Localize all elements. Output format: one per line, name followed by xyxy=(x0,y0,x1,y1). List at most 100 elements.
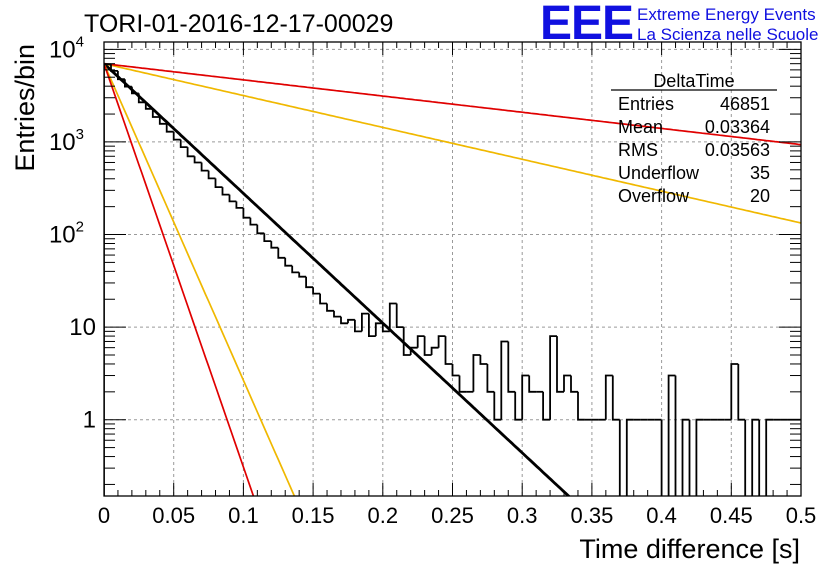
histogram-bin xyxy=(500,340,509,420)
histogram-bin xyxy=(165,123,174,133)
histogram-bin xyxy=(423,336,432,356)
y-tick-label: 103 xyxy=(49,126,84,156)
x-tick-label: 0.1 xyxy=(228,503,259,528)
histogram-bin xyxy=(347,318,355,324)
histogram-bin xyxy=(430,346,439,355)
y-tick-label: 104 xyxy=(49,33,84,63)
histogram-bin xyxy=(758,419,761,496)
histogram-bin xyxy=(193,156,202,164)
histogram-bin xyxy=(611,375,620,421)
histogram-bin xyxy=(549,335,557,420)
histogram-bin xyxy=(395,303,404,328)
histogram-bin xyxy=(110,64,118,72)
curves xyxy=(104,62,801,496)
x-axis-title: Time difference [s] xyxy=(579,534,800,564)
histogram-bin xyxy=(542,391,551,421)
histogram-bin xyxy=(186,147,195,158)
histogram-bin xyxy=(660,419,663,496)
histogram-bin xyxy=(416,335,425,348)
histogram-bin xyxy=(409,346,418,355)
histogram-bin xyxy=(556,336,564,393)
histogram-bin xyxy=(493,391,502,421)
histogram-bin xyxy=(124,79,132,88)
histogram-bin xyxy=(730,363,739,420)
histogram-bin xyxy=(340,316,348,325)
stats-value-underflow: 35 xyxy=(750,163,770,183)
histogram-bin xyxy=(326,303,334,312)
histogram-bin xyxy=(354,319,362,333)
histogram-bin xyxy=(256,224,265,235)
histogram-bin xyxy=(319,293,327,305)
histogram-bin xyxy=(514,391,523,421)
histogram-bin xyxy=(368,313,376,337)
histogram-bin xyxy=(744,419,747,496)
histogram-bin xyxy=(144,102,153,110)
histogram-bin xyxy=(688,419,691,496)
histogram-bin xyxy=(577,391,585,421)
x-tick-label: 0.2 xyxy=(368,503,399,528)
stats-value-mean: 0.03364 xyxy=(705,117,770,137)
stats-value-rms: 0.03563 xyxy=(705,140,770,160)
curve-band-upper-short xyxy=(104,63,296,496)
y-tick-label: 102 xyxy=(49,219,84,249)
histogram-bin xyxy=(228,194,237,203)
histogram-bin xyxy=(451,364,460,377)
histogram-bin xyxy=(305,276,314,289)
histogram-bin xyxy=(751,418,760,496)
histogram-bin xyxy=(131,86,139,95)
histogram-bin xyxy=(263,233,272,242)
histogram-bin xyxy=(695,418,704,496)
stats-label-mean: Mean xyxy=(618,117,663,137)
x-tick-label: 0.05 xyxy=(152,503,195,528)
histogram-bin xyxy=(681,418,690,496)
histogram-bin xyxy=(765,418,774,496)
logo-mark: EEE xyxy=(540,0,634,50)
curve-band-lower-long xyxy=(104,62,801,146)
histogram-bin xyxy=(242,207,251,219)
histogram-bin xyxy=(158,117,167,125)
histogram-bin xyxy=(284,257,293,267)
histogram-bin xyxy=(388,302,397,332)
histogram-bin xyxy=(618,419,621,496)
histogram-bin xyxy=(528,375,537,393)
x-tick-label: 0 xyxy=(98,503,110,528)
histogram-bin xyxy=(402,327,411,356)
stats-title: DeltaTime xyxy=(653,71,734,91)
histogram-bin xyxy=(604,374,613,420)
stats-box: DeltaTime Entries 46851 Mean 0.03364 RMS… xyxy=(611,71,777,206)
x-tick-label: 0.5 xyxy=(786,503,817,528)
histogram-bin xyxy=(486,364,495,393)
x-tick-label: 0.35 xyxy=(570,503,613,528)
histogram-bin xyxy=(667,374,676,496)
histogram-bin xyxy=(207,170,216,180)
histogram-bin xyxy=(437,335,446,348)
histogram-bin xyxy=(235,201,244,209)
histogram-bin xyxy=(277,247,286,259)
stats-label-entries: Entries xyxy=(618,94,674,114)
stats-value-entries: 46851 xyxy=(720,94,770,114)
stats-value-overflow: 20 xyxy=(750,186,770,206)
x-tick-label: 0.3 xyxy=(507,503,538,528)
histogram-bin xyxy=(625,418,634,496)
histogram-bin xyxy=(381,323,390,333)
histogram-bin xyxy=(214,178,223,188)
x-tick-label: 0.15 xyxy=(292,503,335,528)
axis-tick-labels: 0 0.05 0.1 0.15 0.2 0.25 0.3 0.35 0.4 0.45 0.5 104 1… xyxy=(49,33,816,528)
histogram-bin xyxy=(479,355,488,365)
plot-title: TORI-01-2016-12-17-00029 xyxy=(84,10,394,38)
x-tick-label: 0.45 xyxy=(710,503,753,528)
axis-ticks xyxy=(103,42,802,496)
histogram-bin xyxy=(151,108,160,118)
curve-band-lower-short xyxy=(104,63,255,496)
histogram-bin xyxy=(291,265,300,274)
histogram-bin xyxy=(179,139,188,148)
histogram-bin xyxy=(312,287,321,295)
histogram-bin xyxy=(333,310,341,318)
y-tick-label: 1 xyxy=(83,407,96,434)
curve-band-upper-long xyxy=(104,62,801,224)
histogram-bin xyxy=(472,354,481,392)
histogram-bin xyxy=(444,336,453,365)
histogram-bin xyxy=(374,322,383,337)
histogram-bin xyxy=(298,272,307,278)
histogram-bin xyxy=(570,375,578,393)
